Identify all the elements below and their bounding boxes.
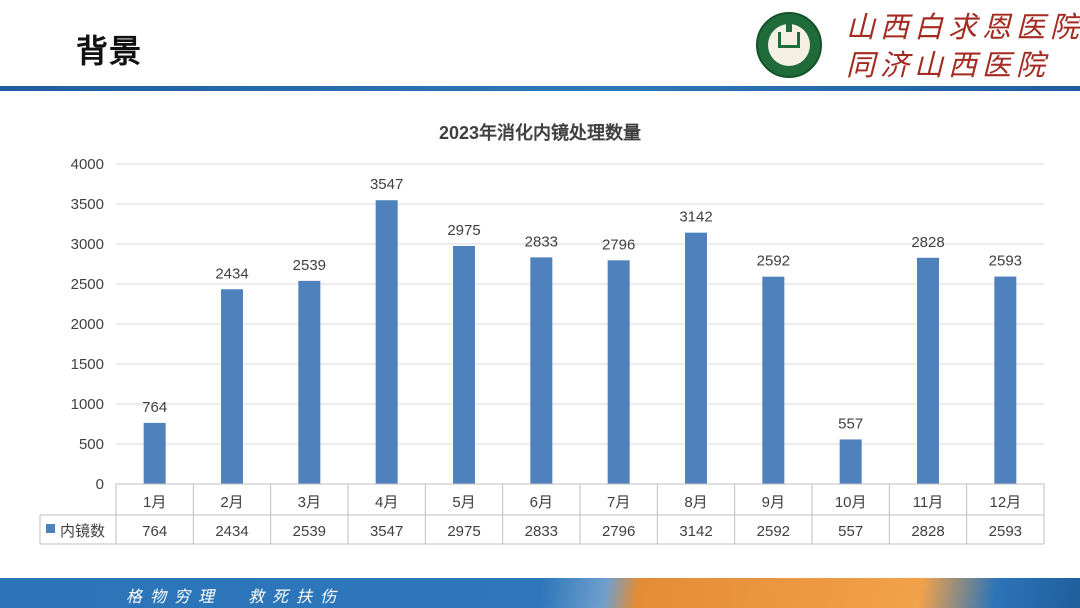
category-label: 3月 xyxy=(298,494,321,511)
data-label: 2796 xyxy=(602,236,635,253)
y-tick-label: 3000 xyxy=(71,236,104,253)
bar xyxy=(994,276,1017,484)
table-value: 2796 xyxy=(602,523,635,540)
category-label: 7月 xyxy=(607,494,630,511)
bar xyxy=(917,257,939,484)
data-label: 3142 xyxy=(679,209,712,226)
category-label: 9月 xyxy=(762,494,785,511)
footer-bar xyxy=(0,578,1080,608)
hospital-name: 山西白求恩医院 同济山西医院 xyxy=(846,8,1080,84)
y-tick-label: 4000 xyxy=(71,156,104,173)
y-tick-label: 500 xyxy=(79,436,104,453)
bar xyxy=(453,246,475,484)
table-value: 2593 xyxy=(989,523,1022,540)
bar-chart: 2023年消化内镜处理数量 0 500 1000 1500 2000 2500 3000 350… xyxy=(39,122,1045,545)
page-title: 背景 xyxy=(76,32,143,70)
y-tick-label: 2500 xyxy=(71,276,104,293)
data-label: 557 xyxy=(838,415,863,432)
data-label: 2833 xyxy=(525,233,558,250)
hospital-name-line1: 山西白求恩医院 xyxy=(846,10,1080,44)
table-value: 2833 xyxy=(525,523,558,540)
table-value: 2828 xyxy=(911,523,944,540)
hospital-logo xyxy=(756,12,822,78)
hospital-name-line2: 同济山西医院 xyxy=(846,48,1051,82)
data-label: 764 xyxy=(142,399,167,416)
bar xyxy=(839,439,862,484)
category-label: 4月 xyxy=(375,494,398,511)
data-label: 2434 xyxy=(215,265,248,282)
table-value: 2975 xyxy=(447,523,480,540)
table-value: 557 xyxy=(838,523,863,540)
bar xyxy=(685,232,707,484)
chart-title: 2023年消化内镜处理数量 xyxy=(439,122,641,143)
data-label: 2539 xyxy=(293,257,326,274)
category-label: 8月 xyxy=(684,494,707,511)
table-value: 2592 xyxy=(757,523,790,540)
bar xyxy=(762,276,785,484)
y-tick-label: 2000 xyxy=(71,316,104,333)
bar xyxy=(221,289,243,484)
table-value: 2434 xyxy=(215,523,248,540)
y-tick-label: 1000 xyxy=(71,396,104,413)
table-value: 2539 xyxy=(293,523,326,540)
y-tick-label: 1500 xyxy=(71,356,104,373)
bar xyxy=(143,422,166,484)
bar xyxy=(607,260,630,484)
category-label: 2月 xyxy=(220,494,243,511)
data-label: 2593 xyxy=(989,253,1022,270)
y-tick-label: 3500 xyxy=(71,196,104,213)
legend-label: 内镜数 xyxy=(60,522,105,540)
table-value: 3142 xyxy=(679,523,712,540)
bar xyxy=(375,200,398,485)
table-value: 3547 xyxy=(370,523,403,540)
bar xyxy=(298,280,321,484)
bar xyxy=(530,257,553,484)
y-tick-label: 0 xyxy=(96,476,104,493)
footer-motto: 格物穷理 救死扶伤 xyxy=(126,587,345,606)
header-divider xyxy=(0,86,1080,91)
category-label: 11月 xyxy=(913,494,944,511)
category-label: 5月 xyxy=(452,494,475,511)
data-label: 3547 xyxy=(370,176,403,193)
data-label: 2828 xyxy=(911,234,944,251)
category-label: 1月 xyxy=(143,494,166,511)
logo-mark-icon xyxy=(778,24,800,48)
legend-swatch xyxy=(46,524,55,533)
data-label: 2975 xyxy=(447,222,480,239)
category-label: 10月 xyxy=(835,494,867,511)
category-label: 6月 xyxy=(530,494,553,511)
table-value: 764 xyxy=(142,523,167,540)
data-label: 2592 xyxy=(757,253,790,270)
category-label: 12月 xyxy=(989,494,1021,511)
